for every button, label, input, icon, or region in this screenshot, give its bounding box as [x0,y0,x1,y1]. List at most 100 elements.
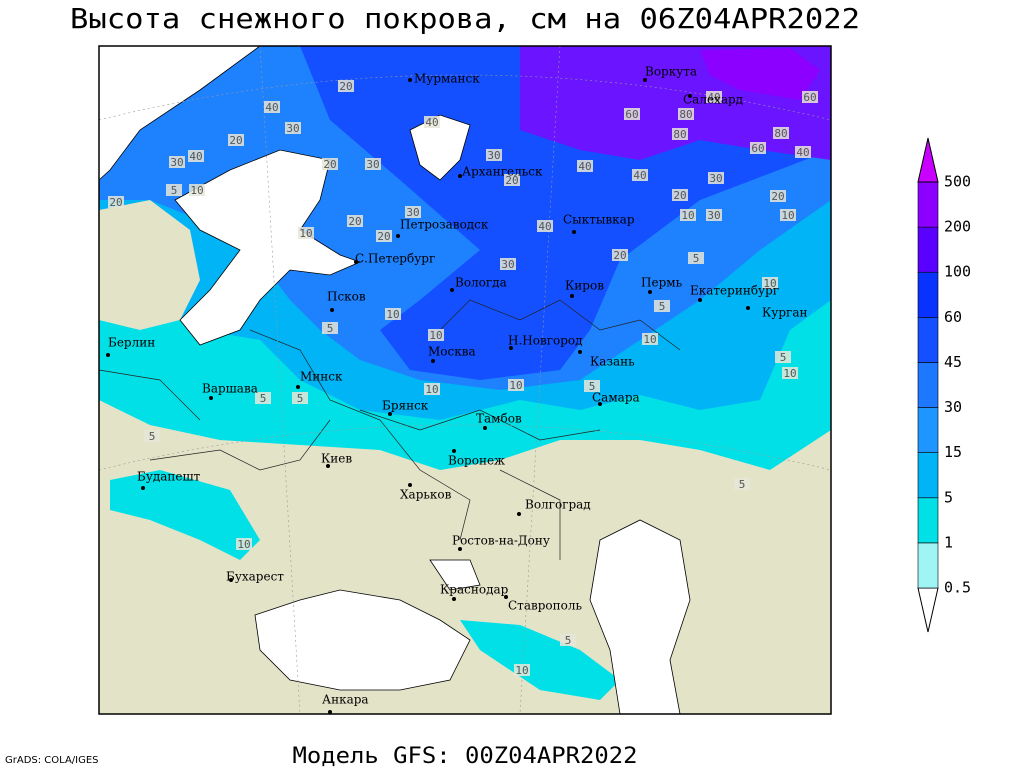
contour-label: 10 [429,329,442,342]
city-label: Воркута [645,65,697,79]
contour-label-box [169,156,185,168]
colorbar-segment [917,542,939,589]
contour-label-box [285,122,301,134]
colorbar-label: 30 [944,398,962,416]
contour-label: 60 [803,91,816,104]
city-label: Пермь [641,276,683,290]
city-label: Киров [565,279,604,293]
contour-label: 5 [693,252,700,265]
contour-label-box [500,258,516,270]
contour-label-box [514,664,530,676]
contour-label: 20 [505,174,518,187]
colorbar-label: 15 [944,443,962,461]
city-dot [643,78,647,82]
contour-label: 20 [377,230,390,243]
contour-label-box [376,230,392,242]
contour-label: 10 [783,367,796,380]
city-label: Будапешт [137,470,201,484]
contour-label: 20 [339,80,352,93]
contour-label: 5 [260,392,267,405]
city-labels: Мурманск Воркута Салехард Архангельск Петроз… [106,65,807,714]
city-dot [328,710,332,714]
city-dot [296,385,300,389]
city-dot [483,426,487,430]
contour-label: 40 [633,169,646,182]
contour-label-box [802,91,818,103]
contour-label-box [782,367,798,379]
contour-label-box [680,209,696,221]
contour-label-box [255,392,271,404]
contour-label-box [672,189,688,201]
contour-label: 30 [366,158,379,171]
contour-label-box [424,116,440,128]
city-dot [326,464,330,468]
contour-label-box [385,308,401,320]
colorbar-label: 500 [944,173,971,191]
contour-label-box [762,277,778,289]
colorbar-segment [917,181,939,228]
contour-label-box [706,91,722,103]
city-label: Киев [321,452,352,466]
contour-label: 20 [323,158,336,171]
city-label: Варшава [202,382,258,396]
contour-label-box [672,128,688,140]
city-label: Самара [592,391,640,405]
contour-label: 80 [679,108,692,121]
colorbar-segment [917,317,939,363]
contour-label: 10 [681,209,694,222]
contour-label: 30 [709,172,722,185]
contour-label-box [189,184,205,196]
city-dot [509,346,513,350]
contour-label: 5 [565,634,572,647]
city-dot [452,449,456,453]
contour-label-box [338,80,354,92]
colorbar-label: 100 [944,263,971,281]
city-dot [648,290,652,294]
contour-label: 60 [625,108,638,121]
contour-label-box [577,160,593,172]
city-dot [408,483,412,487]
contour-label: 40 [796,146,809,159]
map-frame [98,45,832,715]
contour-label-box [537,220,553,232]
contour-label: 20 [109,196,122,209]
city-label: Краснодар [440,583,509,597]
contour-label-box [688,252,704,264]
city-label: Анкара [322,693,369,707]
city-label: Ростов-на-Дону [452,534,550,548]
city-label: Воронеж [448,454,505,468]
contour-label: 30 [170,156,183,169]
colorbar-segment [917,362,939,408]
contour-label-box [424,383,440,395]
contour-label-box [706,209,722,221]
city-label: Салехард [683,93,743,107]
contour-label: 40 [189,150,202,163]
contour-label-box [108,196,124,208]
model-footer: Модель GFS: 00Z04APR2022 [293,744,638,768]
city-dot [106,353,110,357]
contour-label-box [504,174,520,186]
contour-label-box [624,108,640,120]
contour-label-box [734,478,750,490]
city-label: Псков [327,290,366,304]
contour-label: 10 [643,333,656,346]
colorbar-label: 45 [944,353,962,371]
contour-label-box [228,134,244,146]
contour-labels: 20 40 30 20 30 40 5 10 20 40 30 20 30 30 20 10 20 40 40 60 8… [108,80,818,677]
city-dot [698,298,702,302]
snow-south-sweden [99,200,200,330]
colorbar-label: 60 [944,308,962,326]
snow-violet [700,48,820,100]
contour-label: 5 [659,300,666,313]
contour-label: 40 [425,116,438,129]
contour-label-box [770,190,786,202]
contour-label: 10 [386,308,399,321]
contour-label-box [292,392,308,404]
city-label: Екатеринбург [690,284,779,298]
city-label: Петрозаводск [400,218,489,232]
city-label: Вологда [455,276,507,290]
colorbar-label: 200 [944,218,971,236]
city-label: Ставрополь [508,599,582,613]
